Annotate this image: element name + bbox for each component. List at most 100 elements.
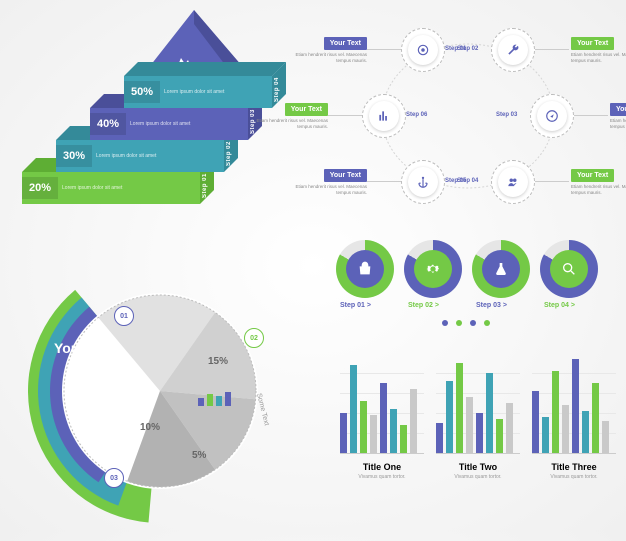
mini-chart: Title Three Vivamus quam tortor. — [532, 354, 616, 480]
bar — [410, 389, 417, 453]
bar — [506, 403, 513, 453]
target-icon — [416, 43, 430, 57]
pie-slice-label: 10% — [140, 422, 160, 433]
stair-desc: Lorem ipsum dolor sit amet — [126, 121, 194, 127]
wrench-icon — [506, 43, 520, 57]
flow-node — [491, 28, 535, 72]
pie-title: Your Title — [54, 340, 117, 356]
bar — [496, 419, 503, 453]
nav-dot[interactable] — [470, 320, 476, 326]
pie-inset-bars — [198, 392, 231, 406]
compass-icon — [545, 109, 559, 123]
flow-node — [401, 28, 445, 72]
bar — [602, 421, 609, 453]
mini-sub: Vivamus quam tortor. — [340, 474, 424, 480]
flow-label: Your TextEtiam hendrerit risus vel. Maec… — [289, 164, 367, 196]
ring-step-label: Step 03 > — [476, 302, 507, 309]
mini-bar — [216, 396, 222, 406]
pie-svg — [12, 236, 312, 536]
bar — [390, 409, 397, 453]
flow-step-label: Step 03 — [496, 112, 517, 118]
bar — [370, 415, 377, 453]
pie-badge: 01 — [114, 306, 134, 326]
bar — [380, 383, 387, 453]
flow-connector — [367, 49, 401, 50]
flow-label: Your TextEtiam hendrerit risus vel. Maec… — [610, 98, 626, 130]
bar — [486, 373, 493, 453]
flow-label: Your TextEtiam hendrerit risus vel. Maec… — [250, 98, 328, 130]
bag-icon — [357, 261, 373, 277]
mini-title: Title One — [340, 462, 424, 472]
mini-bar — [207, 394, 213, 406]
bar — [446, 381, 453, 453]
bar — [476, 413, 483, 453]
stair-pct: 30% — [56, 145, 92, 167]
mini-sub: Vivamus quam tortor. — [436, 474, 520, 480]
flow-connector — [535, 181, 569, 182]
users-icon — [506, 175, 520, 189]
flow-connector — [535, 49, 569, 50]
bar — [572, 359, 579, 453]
search-icon — [561, 261, 577, 277]
bar — [542, 417, 549, 453]
bar — [466, 397, 473, 453]
stair-pct: 50% — [124, 81, 160, 103]
stair-desc: Lorem ipsum dolor sit amet — [58, 185, 126, 191]
flow-connector — [574, 115, 608, 116]
chart-icon — [377, 109, 391, 123]
bar — [360, 401, 367, 453]
pie-badge: 03 — [104, 468, 124, 488]
stair-desc: Lorem ipsum dolor sit amet — [92, 153, 160, 159]
stair-pct: 40% — [90, 113, 126, 135]
flow-label: Your TextEtiam hendrerit risus vel. Maec… — [289, 32, 367, 64]
nav-dot[interactable] — [442, 320, 448, 326]
flow-node — [362, 94, 406, 138]
flow-connector — [367, 181, 401, 182]
bar — [350, 365, 357, 453]
pie-badge: 02 — [244, 328, 264, 348]
mini-chart: Title One Vivamus quam tortor. — [340, 354, 424, 480]
bar — [400, 425, 407, 453]
flow-connector — [328, 115, 362, 116]
bar — [340, 413, 347, 453]
flow-diagram: Step 01Your TextEtiam hendrerit risus ve… — [328, 16, 612, 226]
anchor-icon — [416, 175, 430, 189]
pie-slice-label: 15% — [208, 356, 228, 367]
flow-label: Your TextEtiam hendrerit risus vel. Maec… — [571, 32, 626, 64]
stair-pct: 20% — [22, 177, 58, 199]
bar — [582, 411, 589, 453]
flow-label: Your TextEtiam hendrerit risus vel. Maec… — [571, 164, 626, 196]
flow-node — [491, 160, 535, 204]
nav-dot[interactable] — [484, 320, 490, 326]
flow-step-label: Step 05 — [445, 178, 466, 184]
flow-step-label: Step 02 — [457, 46, 478, 52]
ring-step-label: Step 02 > — [408, 302, 439, 309]
ring-steps: Step 01 >Step 02 >Step 03 >Step 04 > — [334, 240, 612, 340]
layered-pie-chart: Your Title Some Text 15%10%5% 010203 — [12, 236, 312, 526]
bar — [562, 405, 569, 453]
ring-step-label: Step 04 > — [544, 302, 575, 309]
flow-step-label: Step 06 — [406, 112, 427, 118]
nav-dot[interactable] — [456, 320, 462, 326]
ring-step: Step 01 > — [336, 240, 394, 298]
mini-title: Title Three — [532, 462, 616, 472]
mini-bar — [225, 392, 231, 406]
gear-icon — [425, 261, 441, 277]
ring-step: Step 03 > — [472, 240, 530, 298]
ring-step-label: Step 01 > — [340, 302, 371, 309]
mini-sub: Vivamus quam tortor. — [532, 474, 616, 480]
mini-chart: Title Two Vivamus quam tortor. — [436, 354, 520, 480]
bar — [532, 391, 539, 453]
bar — [592, 383, 599, 453]
mini-title: Title Two — [436, 462, 520, 472]
pie-slice-label: 5% — [192, 450, 206, 461]
ring-step: Step 02 > — [404, 240, 462, 298]
ring-step: Step 04 > — [540, 240, 598, 298]
bar — [456, 363, 463, 453]
mini-bar — [198, 398, 204, 406]
stair-desc: Lorem ipsum dolor sit amet — [160, 89, 228, 95]
flask-icon — [493, 261, 509, 277]
bar — [436, 423, 443, 453]
mini-bar-charts: Title One Vivamus quam tortor. Title Two Vi… — [340, 354, 618, 524]
flow-node — [401, 160, 445, 204]
